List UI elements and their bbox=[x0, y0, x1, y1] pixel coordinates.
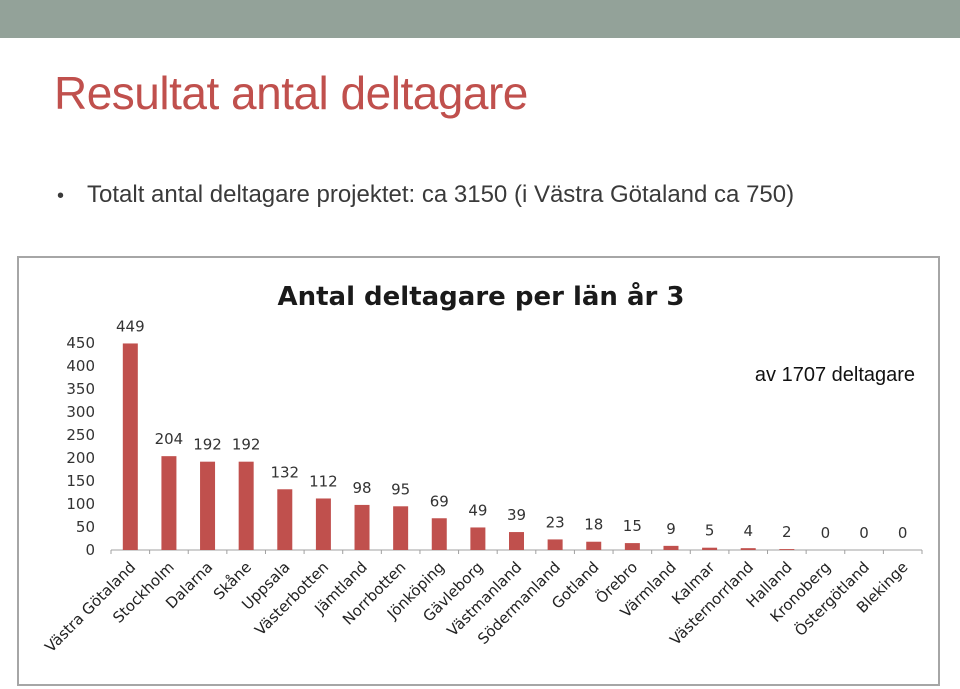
data-label: 49 bbox=[468, 501, 487, 519]
bar bbox=[547, 539, 563, 550]
bar bbox=[161, 456, 177, 550]
y-tick-label: 350 bbox=[66, 380, 95, 398]
bullet-dot-icon: • bbox=[57, 185, 65, 207]
y-tick-label: 450 bbox=[66, 334, 95, 352]
bullet-item: • Totalt antal deltagare projektet: ca 31… bbox=[57, 181, 794, 209]
chart-frame: Antal deltagare per län år 3 av 1707 del… bbox=[17, 256, 940, 686]
bar bbox=[509, 532, 524, 550]
bar bbox=[315, 498, 331, 550]
data-label: 98 bbox=[352, 479, 371, 497]
data-label: 15 bbox=[623, 517, 642, 535]
top-color-band bbox=[0, 0, 960, 38]
bar bbox=[740, 548, 756, 550]
bar bbox=[586, 541, 602, 550]
slide-title: Resultat antal deltagare bbox=[54, 67, 528, 119]
y-tick-label: 100 bbox=[66, 495, 95, 513]
bar bbox=[238, 461, 254, 550]
bar bbox=[200, 461, 216, 550]
bar bbox=[431, 518, 447, 550]
data-label: 112 bbox=[309, 472, 338, 490]
bar bbox=[702, 547, 718, 550]
chart-annotation: av 1707 deltagare bbox=[755, 364, 915, 386]
data-label: 95 bbox=[391, 480, 410, 498]
chart-title: Antal deltagare per län år 3 bbox=[277, 280, 684, 312]
bar bbox=[779, 549, 795, 550]
y-tick-label: 150 bbox=[66, 472, 95, 490]
y-tick-label: 400 bbox=[66, 357, 95, 375]
data-label: 204 bbox=[155, 430, 184, 448]
data-label: 69 bbox=[430, 492, 449, 510]
data-label: 132 bbox=[270, 463, 299, 481]
bar bbox=[354, 504, 370, 550]
bullet-text: Totalt antal deltagare projektet: ca 315… bbox=[87, 181, 795, 208]
bar bbox=[122, 343, 138, 550]
bar-chart: Antal deltagare per län år 3 av 1707 del… bbox=[41, 280, 923, 656]
y-tick-label: 200 bbox=[66, 449, 95, 467]
data-label: 2 bbox=[782, 523, 792, 541]
data-label: 0 bbox=[898, 524, 908, 542]
bar bbox=[663, 545, 679, 550]
data-label: 39 bbox=[507, 506, 526, 524]
bar bbox=[624, 543, 640, 550]
data-label: 192 bbox=[193, 436, 222, 454]
bar bbox=[393, 506, 409, 550]
data-label: 0 bbox=[859, 524, 869, 542]
y-tick-label: 0 bbox=[85, 541, 95, 559]
data-label: 9 bbox=[666, 520, 676, 538]
y-tick-label: 250 bbox=[66, 426, 95, 444]
y-tick-label: 50 bbox=[76, 518, 95, 536]
data-label: 23 bbox=[546, 513, 565, 531]
data-label: 4 bbox=[743, 522, 753, 540]
data-label: 192 bbox=[232, 436, 261, 454]
bar bbox=[277, 489, 293, 550]
data-label: 0 bbox=[821, 524, 831, 542]
data-label: 18 bbox=[584, 516, 603, 534]
data-label: 5 bbox=[705, 522, 715, 540]
y-tick-label: 300 bbox=[66, 403, 95, 421]
bar bbox=[470, 527, 486, 550]
data-label: 449 bbox=[116, 317, 145, 335]
